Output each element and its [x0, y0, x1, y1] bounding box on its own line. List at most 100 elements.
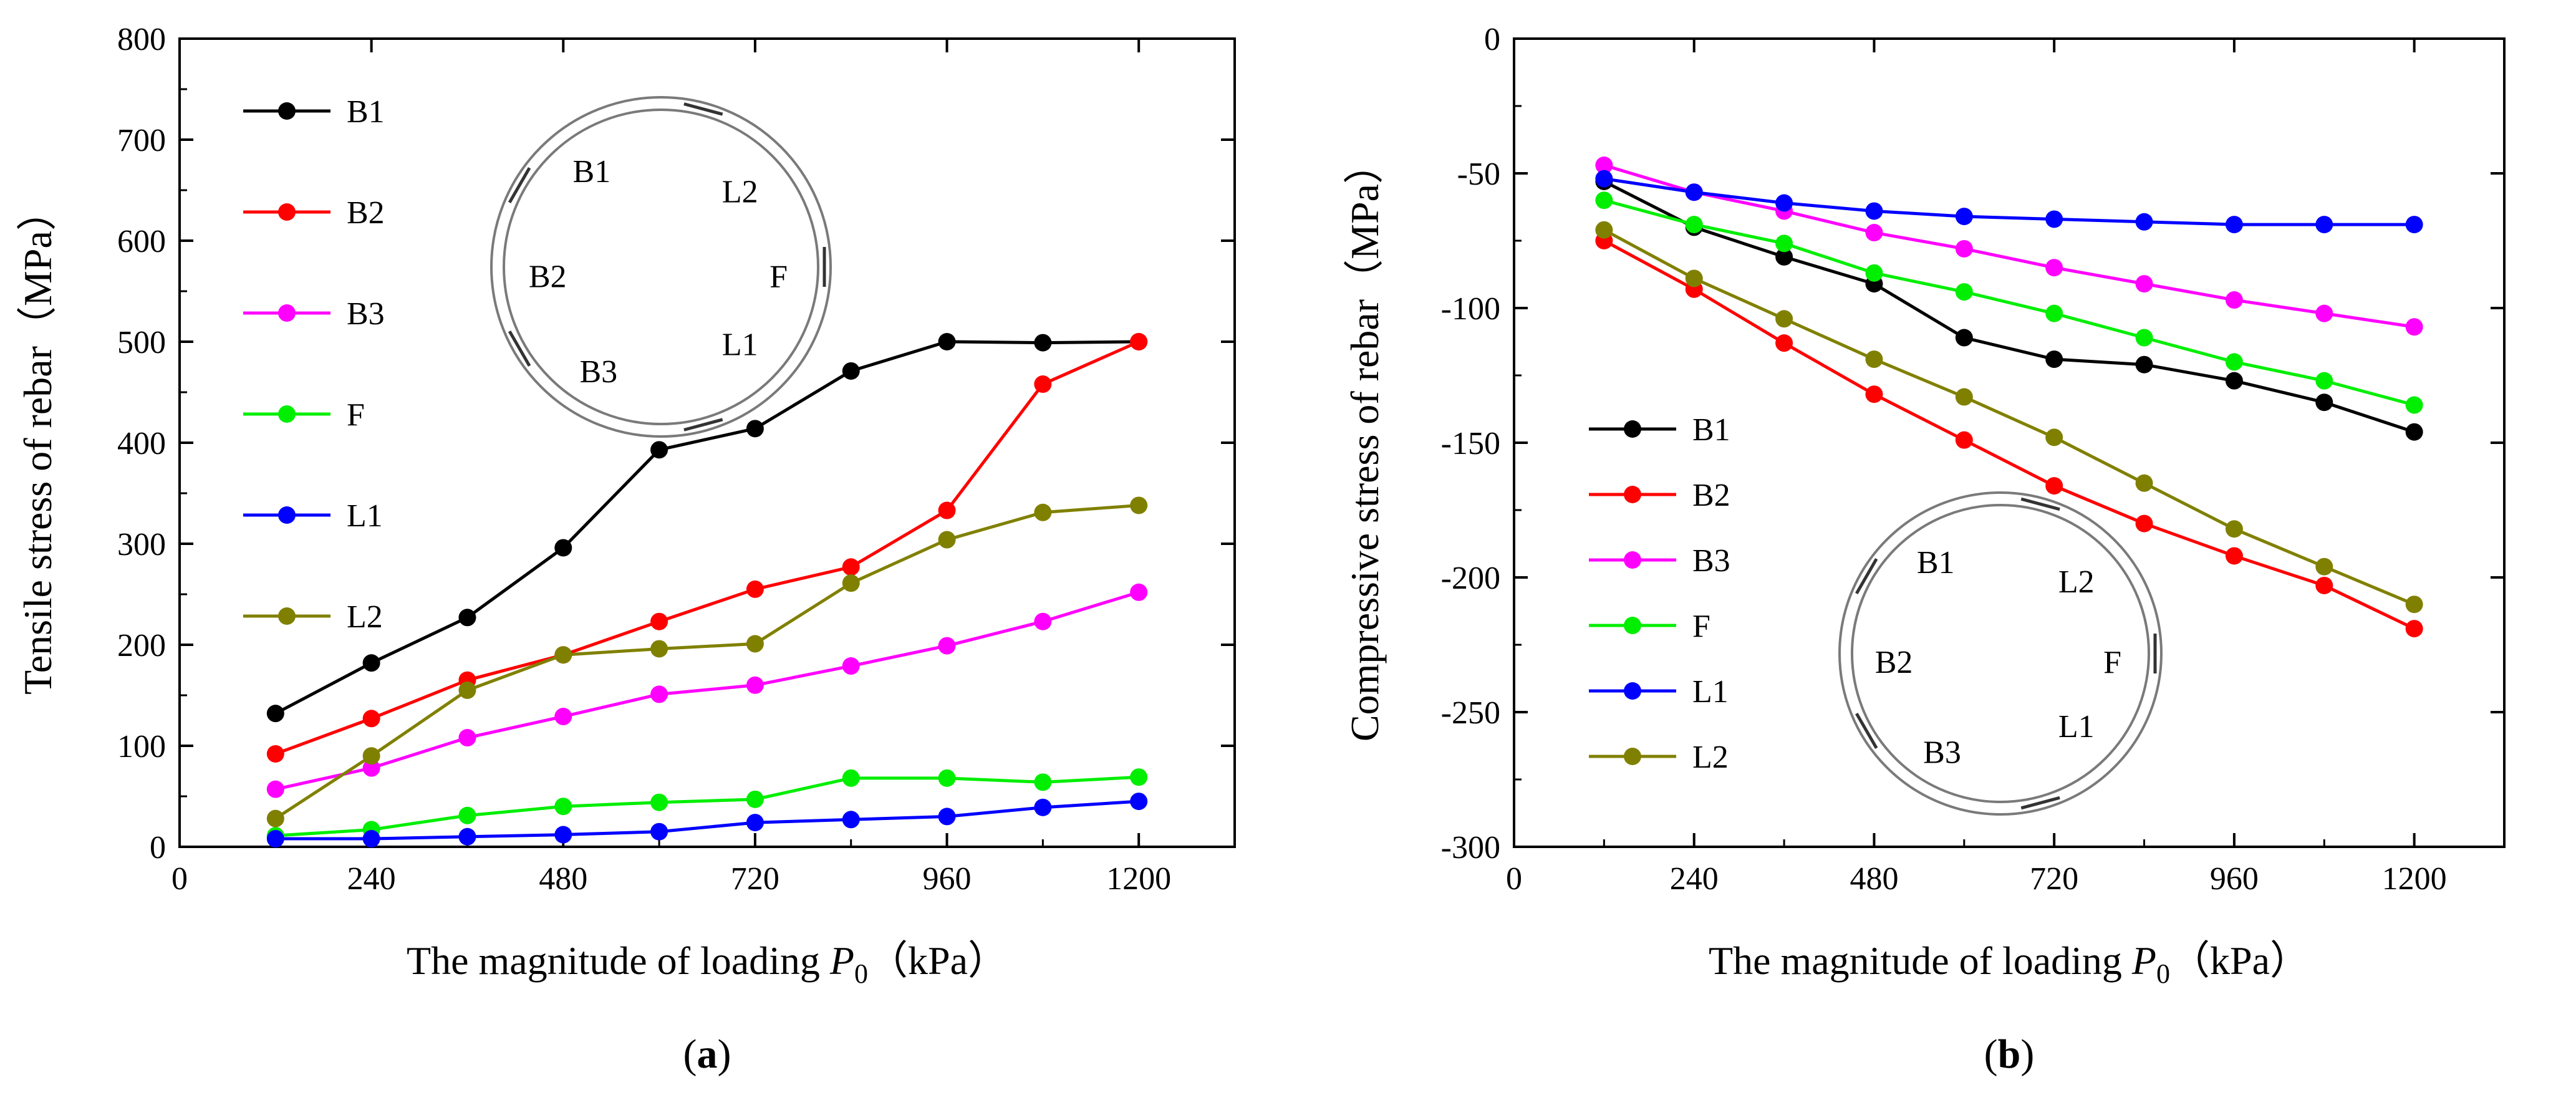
- y-tick-label: -300: [1441, 830, 1500, 866]
- x-axis-title-unit: （kPa）: [2170, 938, 2310, 983]
- data-point-l1: [1775, 194, 1793, 212]
- ring-cross-section: B1 L2 B2 F B3 L1: [490, 96, 832, 438]
- plot-frame: [178, 37, 1236, 848]
- legend-label-b1: B1: [1692, 412, 1730, 448]
- y-tick-label: -250: [1441, 695, 1500, 731]
- data-point-b1: [938, 333, 956, 350]
- x-tick-label: 1200: [2382, 861, 2447, 897]
- data-point-f: [2225, 353, 2243, 371]
- data-point-b3: [746, 676, 764, 694]
- series-l1: [1595, 170, 2423, 234]
- y-tick-label: -50: [1457, 157, 1500, 192]
- x-tick-label: 720: [2030, 861, 2078, 897]
- data-point-b2: [650, 612, 668, 630]
- x-axis-title-var: P: [829, 938, 854, 983]
- data-point-l2: [1775, 310, 1793, 328]
- data-point-l2: [266, 809, 284, 827]
- data-point-l2: [1130, 496, 1148, 514]
- legend-label-l1: L1: [347, 498, 383, 534]
- x-tick-label: 480: [1850, 861, 1898, 897]
- x-axis-title-unit: （kPa）: [868, 938, 1008, 983]
- x-tick-label: 480: [539, 861, 587, 897]
- gauge-mark-b3: [2020, 796, 2060, 810]
- data-point-b3: [650, 685, 668, 703]
- data-point-b1: [362, 654, 380, 672]
- legend-label-b3: B3: [1692, 543, 1730, 579]
- data-point-b2: [266, 745, 284, 763]
- x-tick-label: 720: [731, 861, 779, 897]
- legend-marker-f: [278, 405, 296, 423]
- y-tick-label: 300: [117, 527, 166, 562]
- series-l2: [1595, 221, 2423, 614]
- data-point-f: [554, 798, 572, 816]
- panel-label-open: (: [683, 1031, 697, 1077]
- data-point-l2: [938, 531, 956, 549]
- x-tick-label: 240: [1670, 861, 1719, 897]
- y-axis-title: Compressive stress of rebar（MPa）: [1343, 144, 1387, 741]
- data-point-b3: [1595, 157, 1613, 175]
- data-point-b1: [2315, 393, 2333, 412]
- data-point-b3: [266, 780, 284, 798]
- data-point-f: [1685, 216, 1703, 234]
- data-point-f: [2135, 329, 2153, 347]
- legend-label-b2: B2: [347, 195, 385, 231]
- legend-marker-b2: [278, 203, 296, 221]
- y-tick-label: -100: [1441, 291, 1500, 327]
- data-point-f: [1865, 264, 1883, 282]
- data-point-l1: [938, 808, 956, 826]
- data-point-b1: [1034, 334, 1052, 352]
- legend-marker-b3: [278, 304, 296, 322]
- data-point-l2: [1955, 388, 1973, 406]
- legend-marker-f: [1624, 617, 1641, 634]
- data-point-b2: [938, 501, 956, 519]
- series-line-b1: [274, 340, 1139, 715]
- data-point-l2: [362, 747, 380, 765]
- panel-label-open: (: [1984, 1031, 1998, 1077]
- series-line-b2: [1603, 239, 2415, 630]
- data-point-l1: [2135, 213, 2153, 231]
- data-point-b2: [2315, 576, 2333, 594]
- series-f: [266, 768, 1148, 845]
- legend-marker-b2: [1624, 486, 1641, 503]
- y-tick-label: 0: [150, 830, 166, 866]
- data-point-b3: [554, 708, 572, 726]
- data-point-l1: [842, 811, 860, 829]
- data-point-l1: [2405, 216, 2423, 234]
- y-tick-label: 700: [117, 123, 166, 158]
- data-point-l1: [362, 830, 380, 848]
- x-axis-title-main: The magnitude of loading: [407, 938, 830, 983]
- legend-marker-l1: [278, 506, 296, 524]
- ring-outer: [1838, 491, 2163, 816]
- x-tick-label: 960: [923, 861, 972, 897]
- data-point-b3: [2315, 304, 2333, 322]
- gauge-mark-b1: [508, 167, 531, 203]
- data-point-b2: [842, 558, 860, 576]
- data-point-l2: [2225, 520, 2243, 538]
- data-point-l1: [1685, 183, 1703, 201]
- ring-label-b2: B2: [1875, 645, 1913, 680]
- data-point-b2: [746, 580, 764, 598]
- data-point-f: [842, 769, 860, 787]
- data-point-l2: [2045, 428, 2063, 446]
- gauge-mark-b2: [1855, 713, 1878, 749]
- data-point-b1: [2045, 350, 2063, 369]
- y-axis-title: Tensile stress of rebar（MPa）: [16, 191, 60, 695]
- plot-frame: [1513, 37, 2506, 848]
- data-point-b2: [2045, 477, 2063, 495]
- data-point-l1: [746, 814, 764, 832]
- x-tick-label: 240: [347, 861, 396, 897]
- y-tick-label: 400: [117, 426, 166, 461]
- data-point-b3: [362, 759, 380, 777]
- data-point-l1: [458, 827, 476, 846]
- data-point-b3: [938, 637, 956, 655]
- series-l1: [266, 793, 1148, 848]
- data-point-b1: [458, 609, 476, 627]
- series-line-f: [275, 775, 1139, 837]
- x-axis-title-sub: 0: [854, 958, 868, 989]
- data-point-f: [458, 806, 476, 824]
- ring-label-b2: B2: [529, 259, 567, 295]
- legend-label-f: F: [1692, 609, 1710, 644]
- data-point-f: [1034, 773, 1052, 791]
- legend-label-l2: L2: [347, 599, 383, 635]
- data-point-l2: [1595, 221, 1613, 239]
